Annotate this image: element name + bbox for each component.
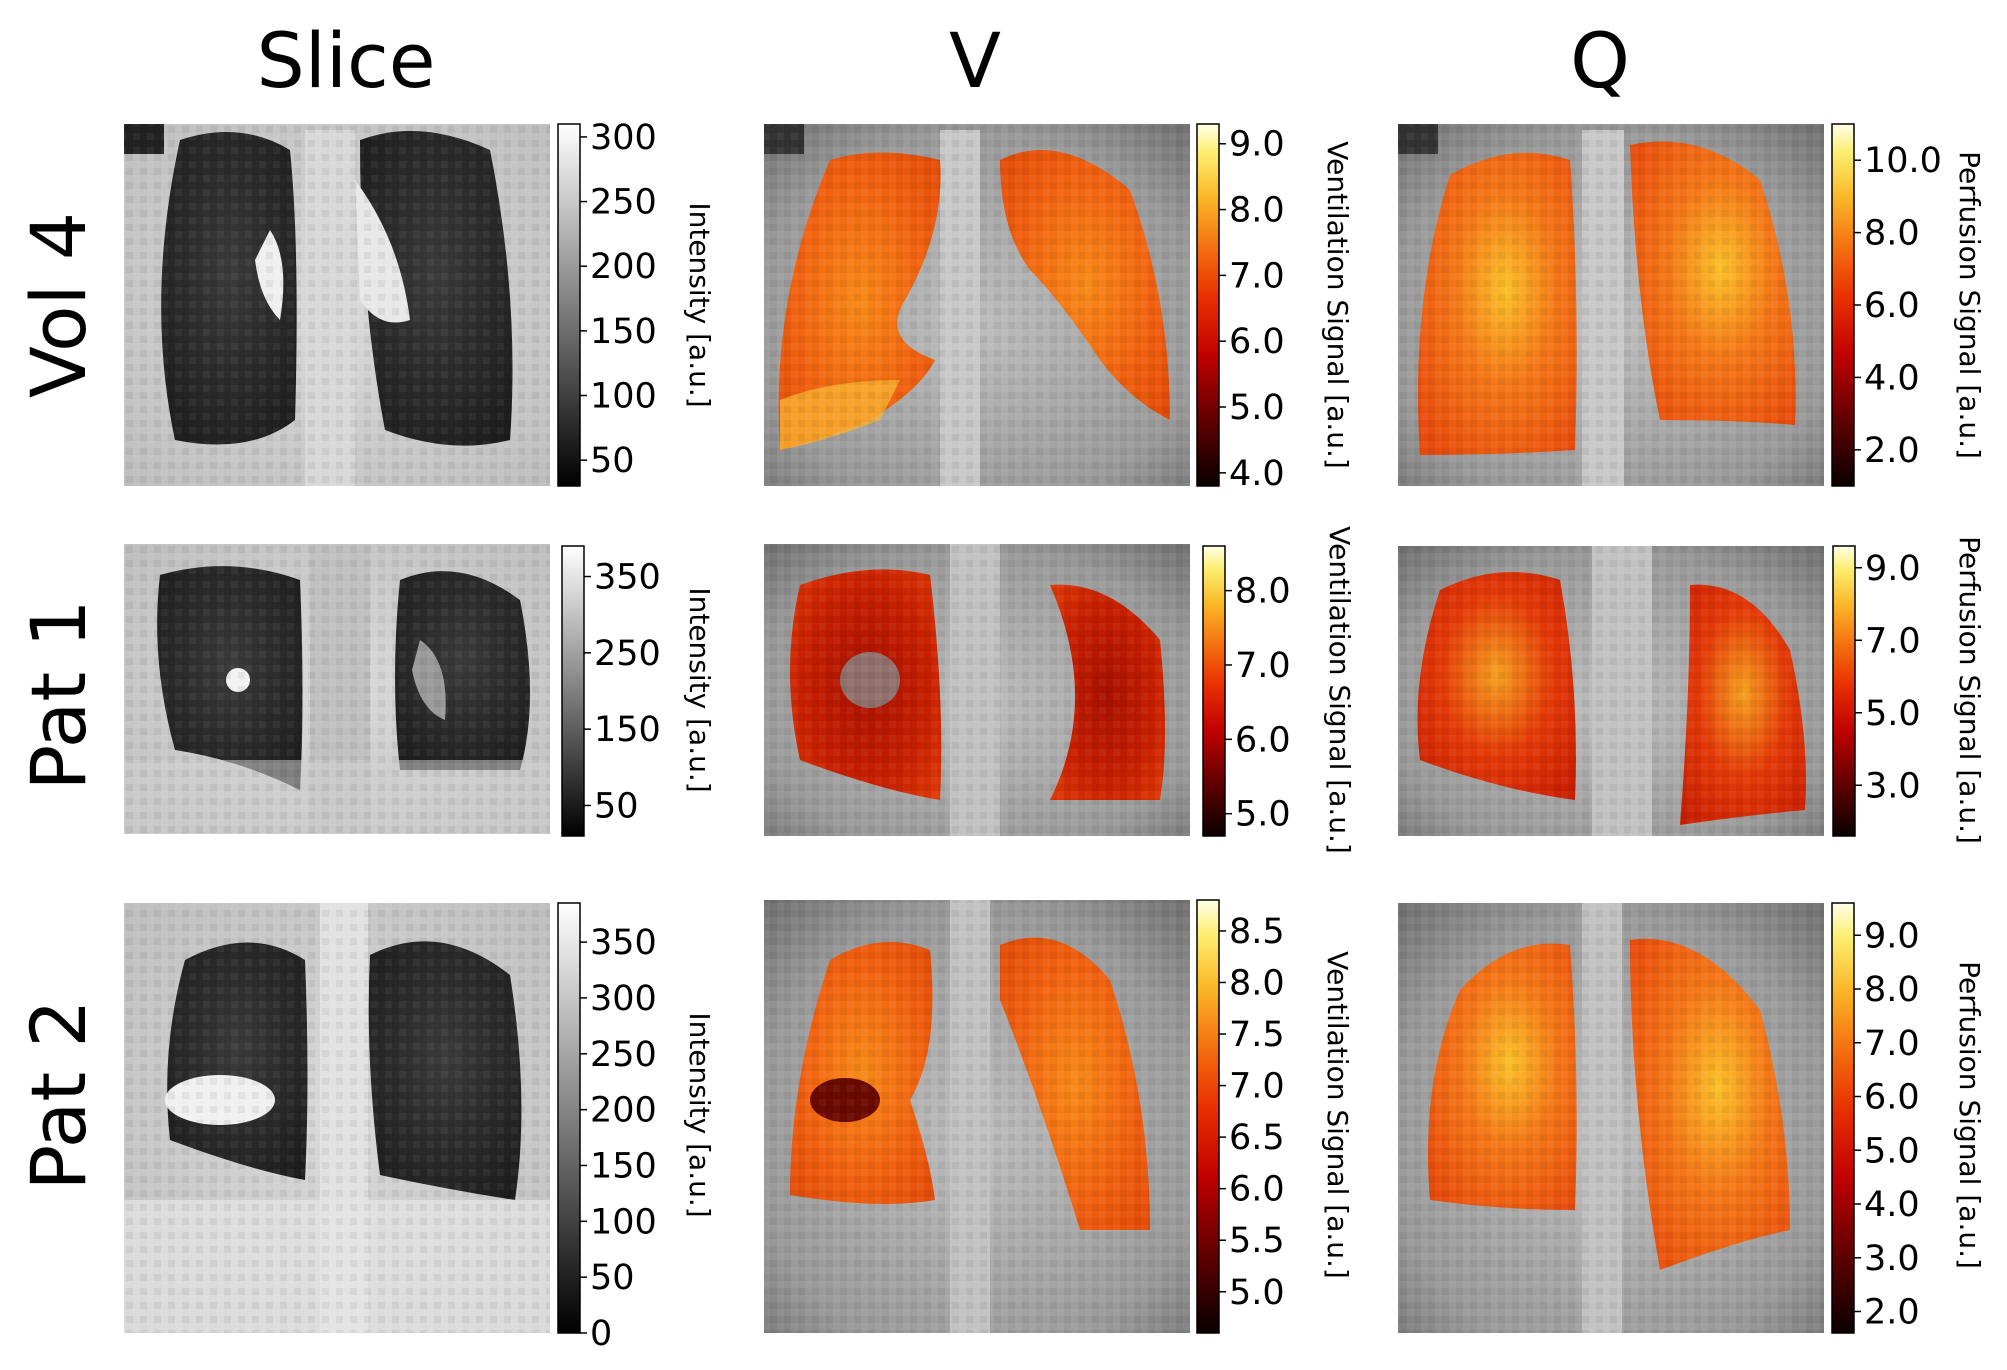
colorbar-tick-label: 4.0 — [1864, 358, 1920, 398]
colorbar-pat1-slice: 350 250 150 50 Intensity [a.u.] — [561, 545, 716, 837]
colorbar-tick-label: 5.0 — [1229, 388, 1285, 428]
colorbar-ticks: 9.0 7.0 5.0 3.0 — [1855, 549, 1921, 806]
colorbar-tick-label: 5.0 — [1229, 1273, 1285, 1313]
colorbar-ticks: 9.0 8.0 7.0 6.0 5.0 4.0 3.0 2.0 — [1854, 916, 1920, 1333]
colorbar-tick-label: 2.0 — [1864, 431, 1920, 471]
colorbar-pat1-ventilation: 8.0 7.0 6.0 5.0 Ventilation Signal [a.u.] — [1202, 526, 1356, 854]
colorbar-tick-label: 8.0 — [1229, 963, 1285, 1003]
colorbar-vol4-slice: 300 250 200 150 100 50 Intensity [a.u.] — [557, 118, 716, 487]
colorbar-tick-label: 3.0 — [1865, 766, 1921, 806]
image-pat1-perfusion — [1398, 546, 1824, 836]
column-title-v: V — [949, 16, 1001, 105]
colorbar-tick-label: 2.0 — [1864, 1293, 1920, 1333]
colorbar-ticks: 8.0 7.0 6.0 5.0 — [1225, 572, 1291, 835]
colorbar-tick-label: 100 — [590, 377, 657, 417]
colorbar-tick-label: 150 — [590, 1146, 657, 1186]
colorbar-vol4-ventilation: 9.0 8.0 7.0 6.0 5.0 4.0 Ventilation Signal [a… — [1196, 123, 1354, 494]
image-pat2-perfusion — [1398, 903, 1824, 1333]
colorbar-tick-label: 250 — [594, 634, 661, 674]
colorbar-tick-label: 150 — [594, 710, 661, 750]
colorbar-tick-label: 200 — [590, 247, 657, 287]
colorbar-tick-label: 200 — [590, 1091, 657, 1131]
colorbar-ticks: 9.0 8.0 7.0 6.0 5.0 4.0 — [1219, 125, 1285, 494]
colorbar-tick-label: 8.0 — [1235, 572, 1291, 612]
colorbar-tick-label: 6.0 — [1229, 1170, 1285, 1210]
colorbar-tick-label: 7.5 — [1229, 1015, 1285, 1055]
colorbar-tick-label: 150 — [590, 312, 657, 352]
colorbar-vol4-perfusion: 10.0 8.0 6.0 4.0 2.0 Perfusion Signal [a.u.] — [1831, 123, 1986, 487]
colorbar-label: Perfusion Signal [a.u.] — [1953, 536, 1986, 844]
colorbar-ticks: 300 250 200 150 100 50 — [580, 118, 657, 481]
colorbar-tick-label: 4.0 — [1229, 454, 1285, 494]
colorbar-label: Perfusion Signal [a.u.] — [1953, 961, 1986, 1269]
colorbar-tick-label: 250 — [590, 1035, 657, 1075]
colorbar-tick-label: 50 — [594, 786, 639, 826]
colorbar-tick-label: 10.0 — [1864, 141, 1942, 181]
colorbar-tick-label: 8.0 — [1229, 191, 1285, 231]
colorbar-ticks: 350 300 250 200 150 100 50 0 — [580, 923, 657, 1354]
column-title-slice: Slice — [256, 16, 435, 105]
colorbar-tick-label: 8.0 — [1864, 970, 1920, 1010]
colorbar-tick-label: 300 — [590, 118, 657, 158]
colorbar-label: Intensity [a.u.] — [683, 202, 716, 407]
colorbar-label: Ventilation Signal [a.u.] — [1323, 526, 1356, 854]
colorbar-tick-label: 6.0 — [1235, 720, 1291, 760]
colorbar-tick-label: 350 — [590, 923, 657, 963]
colorbar-tick-label: 300 — [590, 979, 657, 1019]
colorbar-ticks: 350 250 150 50 — [584, 558, 661, 826]
colorbar-tick-label: 8.0 — [1864, 214, 1920, 254]
colorbar-tick-label: 9.0 — [1229, 125, 1285, 165]
colorbar-tick-label: 7.0 — [1229, 1067, 1285, 1107]
row-labels: Vol 4 Pat 1 Pat 2 — [14, 212, 103, 1191]
colorbar-pat2-ventilation: 8.5 8.0 7.5 7.0 6.5 6.0 5.5 5.0 Ventilation Sig… — [1196, 899, 1354, 1334]
colorbar-label: Intensity [a.u.] — [683, 587, 716, 792]
row-label-pat2: Pat 2 — [14, 999, 103, 1190]
image-pat1-slice — [124, 544, 550, 834]
colorbar-tick-label: 8.5 — [1229, 912, 1285, 952]
colorbar-pat1-perfusion: 9.0 7.0 5.0 3.0 Perfusion Signal [a.u.] — [1832, 536, 1986, 844]
colorbar-tick-label: 6.5 — [1229, 1118, 1285, 1158]
colorbar-tick-label: 6.0 — [1864, 1078, 1920, 1118]
colorbar-tick-label: 7.0 — [1865, 621, 1921, 661]
colorbar-tick-label: 50 — [590, 1258, 635, 1298]
colorbar-tick-label: 7.0 — [1864, 1024, 1920, 1064]
colorbar-label: Intensity [a.u.] — [683, 1012, 716, 1217]
image-vol4-ventilation — [764, 124, 1190, 486]
column-titles: Slice V Q — [256, 16, 1629, 105]
colorbar-label: Ventilation Signal [a.u.] — [1321, 951, 1354, 1279]
colorbar-tick-label: 9.0 — [1864, 916, 1920, 956]
colorbar-tick-label: 100 — [590, 1202, 657, 1242]
image-pat2-ventilation — [764, 900, 1190, 1333]
colorbar-tick-label: 6.0 — [1229, 322, 1285, 362]
row-label-pat1: Pat 1 — [14, 599, 103, 790]
image-pat2-slice — [124, 903, 550, 1333]
colorbar-label: Perfusion Signal [a.u.] — [1953, 151, 1986, 459]
image-vol4-perfusion — [1398, 124, 1824, 486]
colorbar-tick-label: 5.5 — [1229, 1221, 1285, 1261]
colorbar-ticks: 10.0 8.0 6.0 4.0 2.0 — [1854, 141, 1942, 471]
colorbar-tick-label: 4.0 — [1864, 1185, 1920, 1225]
colorbar-tick-label: 250 — [590, 183, 657, 223]
colorbar-tick-label: 3.0 — [1864, 1239, 1920, 1279]
colorbar-tick-label: 6.0 — [1864, 286, 1920, 326]
image-vol4-slice — [124, 124, 550, 486]
colorbar-tick-label: 350 — [594, 558, 661, 598]
column-title-q: Q — [1570, 16, 1630, 105]
colorbar-label: Ventilation Signal [a.u.] — [1321, 141, 1354, 469]
colorbar-tick-label: 0 — [590, 1314, 612, 1354]
colorbar-ticks: 8.5 8.0 7.5 7.0 6.5 6.0 5.5 5.0 — [1219, 912, 1285, 1313]
colorbar-tick-label: 9.0 — [1865, 549, 1921, 589]
colorbar-pat2-perfusion: 9.0 8.0 7.0 6.0 5.0 4.0 3.0 2.0 Perfusion Signa… — [1831, 902, 1986, 1334]
colorbar-tick-label: 7.0 — [1229, 256, 1285, 296]
row-label-vol4: Vol 4 — [14, 212, 103, 398]
colorbar-tick-label: 5.0 — [1865, 694, 1921, 734]
colorbar-tick-label: 7.0 — [1235, 646, 1291, 686]
colorbar-tick-label: 50 — [590, 441, 635, 481]
colorbar-tick-label: 5.0 — [1864, 1131, 1920, 1171]
colorbar-tick-label: 5.0 — [1235, 795, 1291, 835]
colorbar-pat2-slice: 350 300 250 200 150 100 50 0 Intensity [a.u.] — [557, 902, 716, 1354]
image-pat1-ventilation — [764, 544, 1190, 836]
